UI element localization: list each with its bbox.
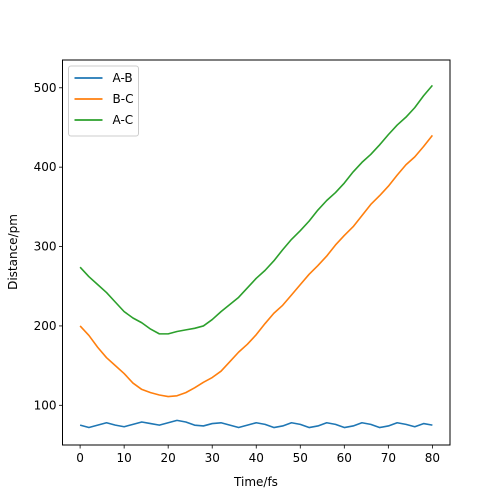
x-axis-label: Time/fs <box>233 475 278 489</box>
series-line-a-b <box>79 419 433 429</box>
legend: A-B B-C A-C <box>68 65 139 137</box>
series-layer <box>79 84 434 429</box>
legend-label-a-c: A-C <box>113 113 134 127</box>
x-tick-label: 70 <box>381 451 396 465</box>
x-tick-label: 20 <box>161 451 176 465</box>
x-tick-label: 30 <box>205 451 220 465</box>
x-tick-label: 60 <box>337 451 352 465</box>
y-tick-label: 200 <box>34 319 57 333</box>
x-axis: 0 10 20 30 40 50 60 70 80 <box>76 445 440 465</box>
y-tick-label: 400 <box>34 160 57 174</box>
x-tick-label: 80 <box>425 451 440 465</box>
series-line-a-c <box>79 84 433 335</box>
y-tick-label: 300 <box>34 240 57 254</box>
x-tick-label: 50 <box>293 451 308 465</box>
x-tick-label: 0 <box>76 451 84 465</box>
y-axis-label: Distance/pm <box>6 214 20 290</box>
x-tick-label: 40 <box>249 451 264 465</box>
series-line-b-c <box>79 134 434 398</box>
legend-label-b-c: B-C <box>113 92 134 106</box>
y-axis: 100 200 300 400 500 <box>34 81 63 412</box>
y-tick-label: 500 <box>34 81 57 95</box>
legend-label-a-b: A-B <box>113 71 133 85</box>
y-tick-label: 100 <box>34 398 57 412</box>
legend-box <box>68 65 139 137</box>
x-tick-label: 10 <box>117 451 132 465</box>
